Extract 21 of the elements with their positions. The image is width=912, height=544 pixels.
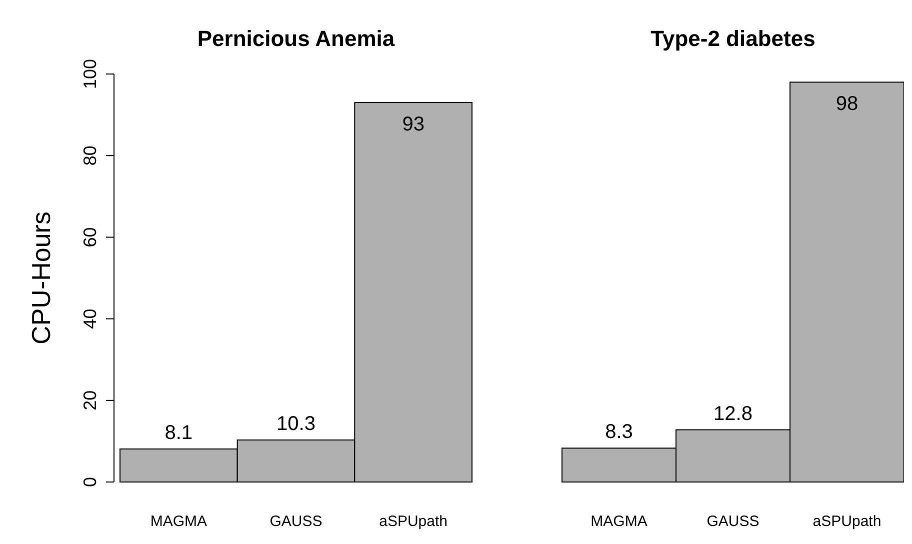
x-tick-label: GAUSS <box>706 513 760 530</box>
y-axis-title: CPU-Hours <box>26 212 56 344</box>
data-label: 10.3 <box>276 412 316 435</box>
y-tick-label: 100 <box>80 58 100 90</box>
data-label: 12.8 <box>714 402 752 425</box>
y-tick-label: 40 <box>80 308 100 329</box>
y-tick-label: 20 <box>80 390 100 410</box>
chart-title: Pernicious Anemia <box>197 26 396 51</box>
data-label: 8.1 <box>164 422 193 444</box>
x-tick-label: GAUSS <box>270 513 322 530</box>
data-label: 8.3 <box>605 421 633 444</box>
x-tick-label: aSPUpath <box>379 513 448 530</box>
x-tick-label: aSPUpath <box>812 513 882 530</box>
y-tick-label: 60 <box>80 227 100 248</box>
chart-title: Type-2 diabetes <box>650 26 816 51</box>
x-tick-label: MAGMA <box>150 513 208 530</box>
y-tick-label: 0 <box>80 476 100 488</box>
data-label: 98 <box>836 93 858 116</box>
data-label: 93 <box>402 114 424 136</box>
x-tick-label: MAGMA <box>590 513 648 530</box>
y-tick-label: 80 <box>80 146 100 166</box>
